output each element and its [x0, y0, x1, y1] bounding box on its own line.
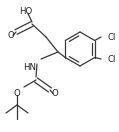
Text: Cl: Cl: [108, 32, 116, 41]
Text: HN: HN: [23, 63, 37, 72]
Text: Cl: Cl: [108, 55, 116, 63]
Text: O: O: [14, 89, 20, 98]
Text: HO: HO: [19, 6, 33, 15]
Text: O: O: [8, 32, 14, 41]
Text: O: O: [52, 89, 58, 98]
